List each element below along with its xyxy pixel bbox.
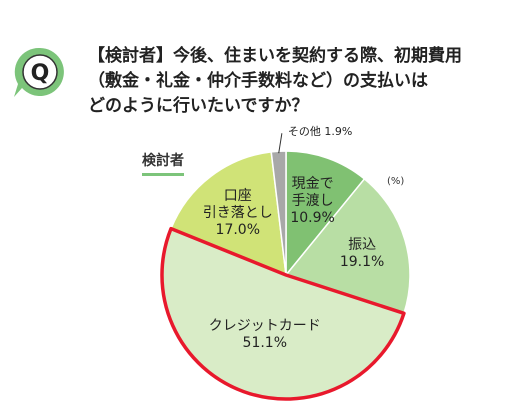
pie-category-label-3-0: 口座 — [224, 188, 252, 204]
pie-category-label-0-0: 現金で — [292, 176, 334, 192]
pie-category-label-3-1: 引き落とし — [203, 205, 273, 221]
question-line-2: （敷金・礼金・仲介手数料など）の支払いは — [88, 71, 428, 91]
pie-value-label-2-1: 51.1% — [243, 335, 287, 351]
pie-value-label-3-2: 17.0% — [216, 222, 260, 238]
segment-label: 検討者 — [142, 150, 184, 176]
question-line-3: どのように行いたいですか？ — [88, 96, 309, 116]
question-text: 【検討者】今後、住まいを契約する際、初期費用 （敷金・礼金・仲介手数料など）の支… — [88, 44, 503, 119]
pie-leader-line-4 — [278, 133, 283, 154]
pie-slice-3 — [170, 151, 287, 277]
pie-slice-1 — [284, 177, 411, 315]
pie-value-label-1-1: 19.1% — [340, 254, 384, 270]
pie-label-4: その他 1.9% — [288, 125, 352, 138]
pie-slice-0 — [285, 150, 366, 278]
unit-label: (%) — [387, 176, 405, 187]
pie-category-label-2-0: クレジットカード — [209, 318, 321, 334]
pie-category-label-0-1: 手渡し — [292, 193, 334, 209]
pie-slice-highlight-2 — [160, 226, 406, 401]
q-inner-circle — [22, 54, 58, 90]
q-letter: Q — [31, 61, 50, 86]
pie-category-label-1-0: 振込 — [348, 237, 376, 253]
pie-value-label-0-2: 10.9% — [290, 210, 334, 226]
question-line-1: 【検討者】今後、住まいを契約する際、初期費用 — [88, 46, 462, 66]
q-speech-bubble-icon: Q — [14, 47, 64, 97]
